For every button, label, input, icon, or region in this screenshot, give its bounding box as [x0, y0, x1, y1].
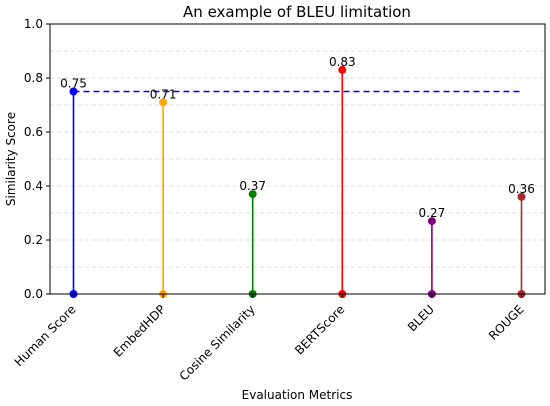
y-tick-label: 0.0	[24, 287, 43, 301]
y-tick-label: 0.4	[24, 179, 43, 193]
stem-marker	[427, 217, 436, 226]
data-label: 0.83	[329, 55, 356, 69]
stem-marker	[69, 87, 78, 96]
stem-marker	[338, 65, 347, 74]
stems-group: 0.75 0.71 0.37 0.83 0.27 0.36	[60, 55, 535, 298]
y-tick-label: 0.2	[24, 233, 43, 247]
x-tick-label: Human Score	[12, 302, 79, 369]
x-axis-label: Evaluation Metrics	[242, 388, 353, 402]
data-label: 0.71	[150, 87, 177, 101]
data-label: 0.37	[239, 179, 266, 193]
y-axis-label: Similarity Score	[4, 112, 18, 206]
data-label: 0.27	[419, 206, 446, 220]
data-label: 0.75	[60, 77, 87, 91]
stem-marker	[248, 190, 257, 199]
chart-title: An example of BLEU limitation	[183, 3, 411, 21]
plot-frame	[49, 23, 546, 295]
x-tick-label: Cosine Similarity	[177, 302, 258, 383]
x-tick-label: BERTScore	[292, 302, 347, 357]
x-tick-label: EmbedHDP	[111, 302, 169, 360]
stem-marker	[517, 192, 526, 201]
grid-lines	[50, 50, 545, 268]
x-tick-label: ROUGE	[486, 302, 527, 343]
y-axis-ticks: 0.0 0.2 0.4 0.6 0.8 1.0	[24, 17, 50, 301]
stem-marker	[159, 98, 168, 107]
y-tick-label: 0.6	[24, 125, 43, 139]
data-label: 0.36	[508, 182, 535, 196]
x-tick-label: BLEU	[405, 302, 437, 334]
x-axis-ticks: Human Score EmbedHDP Cosine Similarity BERT…	[12, 294, 527, 383]
y-tick-label: 1.0	[24, 17, 43, 31]
y-tick-label: 0.8	[24, 71, 43, 85]
